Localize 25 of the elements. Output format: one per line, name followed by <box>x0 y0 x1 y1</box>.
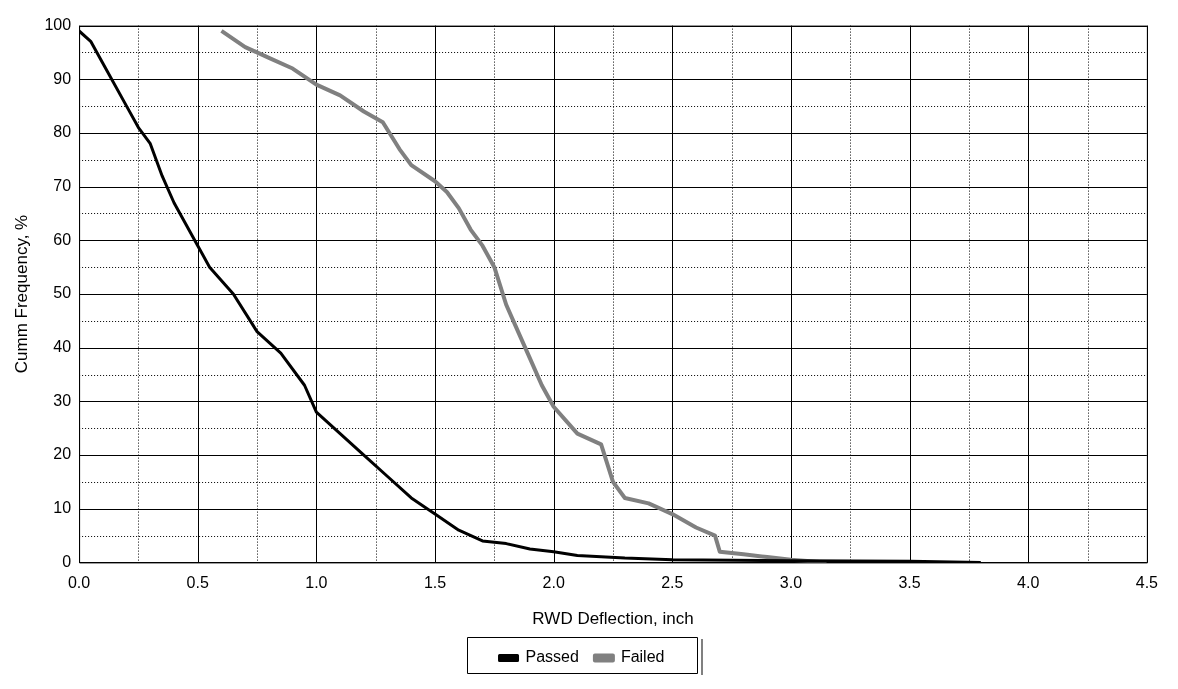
y-tick-label: 40 <box>53 338 72 356</box>
x-tick-label: 0.5 <box>186 574 209 592</box>
y-tick-label: 10 <box>53 499 72 517</box>
x-tick-label: 1.5 <box>423 574 447 592</box>
y-tick-label: 80 <box>53 123 72 141</box>
y-axis-title: Cumm Frequency, % <box>11 214 31 374</box>
y-tick-label: 50 <box>53 284 72 302</box>
y-tick-label: 70 <box>53 177 72 195</box>
y-tick-label: 30 <box>53 391 72 409</box>
x-tick-label: 3.0 <box>779 574 803 592</box>
x-tick-label: 1.0 <box>305 574 328 592</box>
legend-label: Failed <box>620 648 665 666</box>
x-tick-label: 2.5 <box>661 574 684 592</box>
x-tick-label: 3.5 <box>898 574 921 592</box>
x-tick-label: 2.0 <box>542 574 565 592</box>
legend-label: Passed <box>525 648 579 666</box>
y-tick-label: 90 <box>53 69 72 87</box>
x-tick-label: 0.0 <box>67 574 91 592</box>
y-tick-label: 0 <box>62 552 72 570</box>
y-tick-label: 100 <box>44 16 72 34</box>
y-tick-label: 60 <box>53 230 72 248</box>
y-tick-label: 20 <box>53 445 72 463</box>
x-tick-label: 4.5 <box>1135 574 1159 592</box>
x-axis-title: RWD Deflection, inch <box>532 609 694 629</box>
x-tick-label: 4.0 <box>1017 574 1040 592</box>
